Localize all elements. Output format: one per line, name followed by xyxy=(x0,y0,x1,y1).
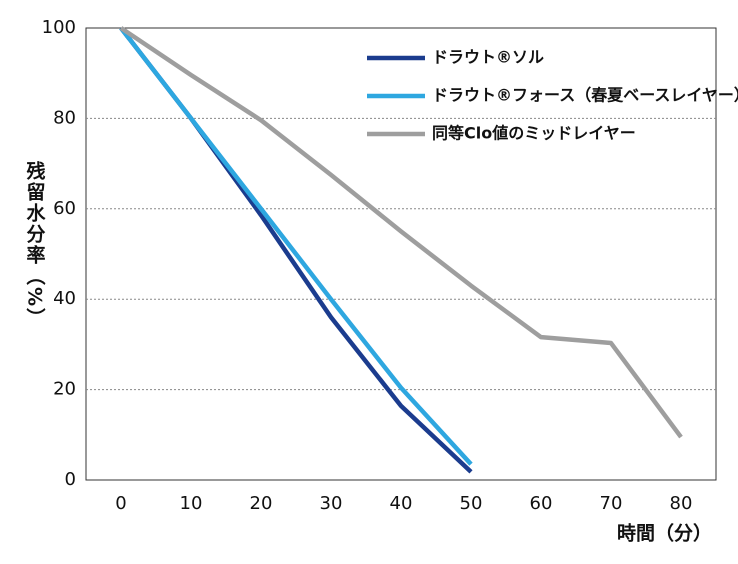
legend-label: ドラウト®フォース（春夏ベースレイヤー） xyxy=(432,86,738,105)
legend-label: ドラウト®ソル xyxy=(432,48,544,67)
legend-label: 同等Clo値のミッドレイヤー xyxy=(432,124,636,143)
y-tick-label: 100 xyxy=(42,17,76,38)
y-tick-label: 20 xyxy=(53,379,76,400)
x-tick-label: 50 xyxy=(460,493,483,514)
plot-frame xyxy=(85,27,717,481)
y-axis-label: 残留水分率（%） xyxy=(24,160,46,329)
x-tick-label: 70 xyxy=(600,493,623,514)
x-tick-label: 80 xyxy=(670,493,693,514)
series-line xyxy=(119,26,473,466)
x-tick-label: 0 xyxy=(115,493,126,514)
x-tick-label: 40 xyxy=(390,493,413,514)
y-tick-label: 60 xyxy=(53,198,76,219)
y-tick-label: 0 xyxy=(65,469,76,490)
x-tick-label: 10 xyxy=(180,493,203,514)
x-axis-label: 時間（分） xyxy=(617,522,712,545)
x-tick-label: 60 xyxy=(530,493,553,514)
y-tick-label: 80 xyxy=(53,107,76,128)
y-tick-label: 40 xyxy=(53,288,76,309)
x-tick-label: 20 xyxy=(250,493,273,514)
series-line xyxy=(119,26,683,439)
x-tick-label: 30 xyxy=(320,493,343,514)
